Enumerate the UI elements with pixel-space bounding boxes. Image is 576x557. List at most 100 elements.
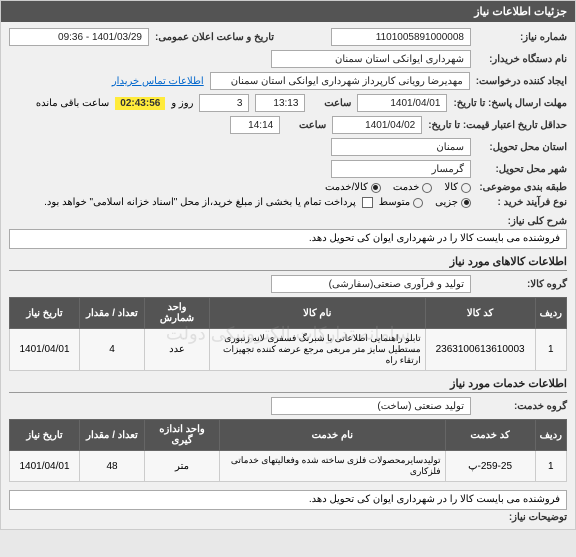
creator-label: ایجاد کننده درخواست:	[476, 76, 567, 87]
goods-th-qty: تعداد / مقدار	[80, 298, 145, 329]
srv-cell-unit: متر	[145, 451, 220, 482]
announce-label: تاریخ و ساعت اعلان عمومی:	[155, 32, 274, 43]
row-state: استان محل تحویل: سمنان	[9, 138, 567, 156]
notes-field: فروشنده می بایست کالا را در شهرداری ایوا…	[9, 490, 567, 510]
desc-label: شرح کلی نیاز:	[9, 216, 567, 227]
goods-cell-name: تابلو راهنمایی اطلاعاتی با شبرنگ فسفری ل…	[210, 329, 426, 371]
contact-link[interactable]: اطلاعات تماس خریدار	[112, 76, 204, 87]
buyer-field: شهرداری ایوانکی استان سمنان	[271, 50, 471, 68]
panel-title: جزئیات اطلاعات نیاز	[1, 1, 575, 22]
table-row: 1 2363100613610003 تابلو راهنمایی اطلاعا…	[10, 329, 567, 371]
radio-small[interactable]: جزیی	[435, 197, 471, 208]
goods-th-unit: واحد شمارش	[145, 298, 210, 329]
row-buyer: نام دستگاه خریدار: شهرداری ایوانکی استان…	[9, 50, 567, 68]
deadline-label: مهلت ارسال پاسخ: تا تاریخ:	[453, 98, 567, 109]
row-city: شهر محل تحویل: گرمسار	[9, 160, 567, 178]
deadline-date-field: 1401/04/01	[357, 94, 447, 112]
validity-time-field: 14:14	[230, 116, 280, 134]
panel-body: شماره نیاز: 1101005891000008 تاریخ و ساع…	[1, 22, 575, 529]
need-no-field: 1101005891000008	[331, 28, 471, 46]
srv-cell-idx: 1	[535, 451, 566, 482]
radio-both-label: کالا/خدمت	[325, 182, 368, 193]
srv-th-idx: ردیف	[535, 420, 566, 451]
srv-cell-name: تولیدسایرمحصولات فلزی ساخته شده وفعالیته…	[220, 451, 446, 482]
goods-cell-unit: عدد	[145, 329, 210, 371]
row-need-no: شماره نیاز: 1101005891000008 تاریخ و ساع…	[9, 28, 567, 46]
notes-label: توضیحات نیاز:	[9, 512, 567, 523]
radio-service-label: خدمت	[393, 182, 420, 193]
category-radio-group: کالا خدمت کالا/خدمت	[325, 182, 471, 193]
goods-group-label: گروه کالا:	[477, 279, 567, 290]
goods-header-row: ردیف کد کالا نام کالا واحد شمارش تعداد /…	[10, 298, 567, 329]
and-label: روز و	[171, 98, 193, 109]
category-label: طبقه بندی موضوعی:	[477, 182, 567, 193]
goods-cell-date: 1401/04/01	[10, 329, 80, 371]
goods-th-idx: ردیف	[535, 298, 566, 329]
goods-table: ردیف کد کالا نام کالا واحد شمارش تعداد /…	[9, 297, 567, 371]
srv-th-name: نام خدمت	[220, 420, 446, 451]
srv-th-unit: واحد اندازه گیری	[145, 420, 220, 451]
pt-label: نوع فرآیند خرید :	[477, 197, 567, 208]
state-field: سمنان	[331, 138, 471, 156]
city-label: شهر محل تحویل:	[477, 164, 567, 175]
srv-th-qty: تعداد / مقدار	[80, 420, 145, 451]
goods-th-name: نام کالا	[210, 298, 426, 329]
radio-dot-service	[422, 183, 432, 193]
desc-field: فروشنده می بایست کالا را در شهرداری ایوا…	[9, 229, 567, 249]
radio-dot-both	[371, 183, 381, 193]
radio-both[interactable]: کالا/خدمت	[325, 182, 381, 193]
radio-medium-label: متوسط	[379, 197, 410, 208]
row-goods-group: گروه کالا: تولید و فرآوری صنعتی(سفارشی)	[9, 275, 567, 293]
row-category: طبقه بندی موضوعی: کالا خدمت کالا/خدمت	[9, 182, 567, 193]
services-header-row: ردیف کد خدمت نام خدمت واحد اندازه گیری ت…	[10, 420, 567, 451]
services-section-title: اطلاعات خدمات مورد نیاز	[9, 377, 567, 393]
days-field: 3	[199, 94, 249, 112]
city-field: گرمسار	[331, 160, 471, 178]
service-group-field: تولید صنعتی (ساخت)	[271, 397, 471, 415]
goods-section-title: اطلاعات کالاهای مورد نیاز	[9, 255, 567, 271]
goods-cell-qty: 4	[80, 329, 145, 371]
row-service-group: گروه خدمت: تولید صنعتی (ساخت)	[9, 397, 567, 415]
radio-dot-goods	[461, 183, 471, 193]
row-purchase-type: نوع فرآیند خرید : جزیی متوسط پرداخت تمام…	[9, 197, 567, 208]
row-creator: ایجاد کننده درخواست: مهدیرضا رویانی کارپ…	[9, 72, 567, 90]
announce-field: 1401/03/29 - 09:36	[9, 28, 149, 46]
row-desc: شرح کلی نیاز: فروشنده می بایست کالا را د…	[9, 216, 567, 249]
validity-date-field: 1401/04/02	[332, 116, 422, 134]
radio-dot-small	[461, 198, 471, 208]
creator-field: مهدیرضا رویانی کارپرداز شهرداری ایوانکی …	[210, 72, 470, 90]
state-label: استان محل تحویل:	[477, 142, 567, 153]
radio-service[interactable]: خدمت	[393, 182, 433, 193]
table-row: 1 259-25-پ تولیدسایرمحصولات فلزی ساخته ش…	[10, 451, 567, 482]
buyer-label: نام دستگاه خریدار:	[477, 54, 567, 65]
pt-radio-group: جزیی متوسط	[379, 197, 471, 208]
radio-dot-medium	[413, 198, 423, 208]
goods-cell-code: 2363100613610003	[425, 329, 535, 371]
goods-th-date: تاریخ نیاز	[10, 298, 80, 329]
row-deadline: مهلت ارسال پاسخ: تا تاریخ: 1401/04/01 سا…	[9, 94, 567, 112]
deadline-time-field: 13:13	[255, 94, 305, 112]
radio-medium[interactable]: متوسط	[379, 197, 423, 208]
row-notes: فروشنده می بایست کالا را در شهرداری ایوا…	[9, 490, 567, 523]
service-group-label: گروه خدمت:	[477, 401, 567, 412]
radio-small-label: جزیی	[435, 197, 458, 208]
srv-th-code: کد خدمت	[445, 420, 535, 451]
srv-cell-qty: 48	[80, 451, 145, 482]
radio-goods-label: کالا	[444, 182, 458, 193]
srv-cell-code: 259-25-پ	[445, 451, 535, 482]
time-label-2: ساعت	[286, 120, 326, 131]
pt-checkbox[interactable]	[362, 197, 373, 208]
row-validity: حداقل تاریخ اعتبار قیمت: تا تاریخ: 1401/…	[9, 116, 567, 134]
radio-goods[interactable]: کالا	[444, 182, 471, 193]
goods-cell-idx: 1	[535, 329, 566, 371]
countdown: 02:43:56	[115, 97, 165, 110]
srv-th-date: تاریخ نیاز	[10, 420, 80, 451]
goods-group-field: تولید و فرآوری صنعتی(سفارشی)	[271, 275, 471, 293]
goods-th-code: کد کالا	[425, 298, 535, 329]
goods-table-wrap: ردیف کد کالا نام کالا واحد شمارش تعداد /…	[9, 297, 567, 371]
time-label-1: ساعت	[311, 98, 351, 109]
srv-cell-date: 1401/04/01	[10, 451, 80, 482]
remain-label: ساعت باقی مانده	[36, 98, 109, 109]
need-no-label: شماره نیاز:	[477, 32, 567, 43]
services-table: ردیف کد خدمت نام خدمت واحد اندازه گیری ت…	[9, 419, 567, 482]
